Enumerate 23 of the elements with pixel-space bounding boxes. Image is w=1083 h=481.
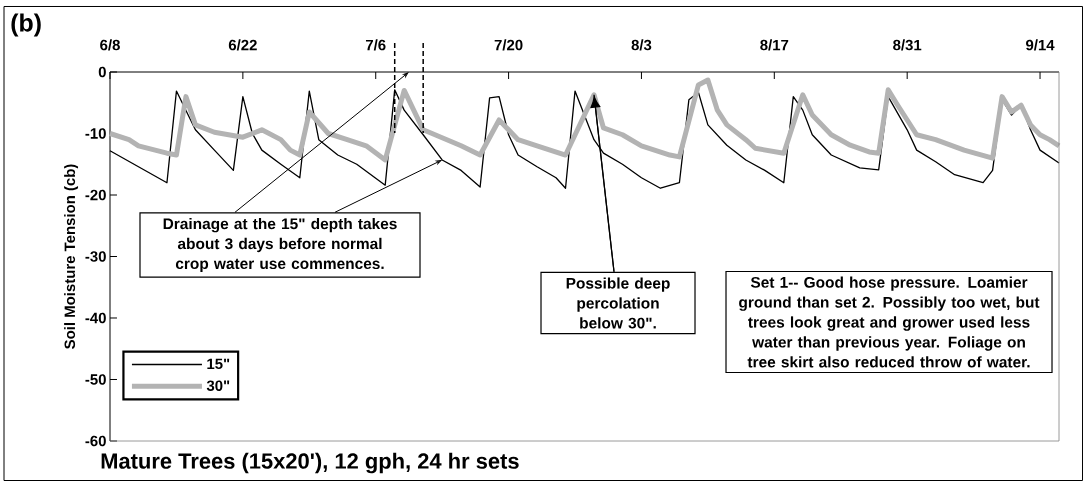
annotation: Set 1-- Good hose pressure. Loamier ground than set 2. Possibly too wet, but trees look great and grower used less water than previous year. Foliage on tree skirt also reduced throw of water. <box>739 276 1040 368</box>
legend-label: 15" <box>207 358 230 370</box>
x-tick-label: 8/3 <box>631 39 652 51</box>
y-tick-label: -30 <box>85 251 106 262</box>
annotation: Drainage at the 15" depth takes about 3 days before normal crop water use commences. <box>163 217 397 273</box>
y-tick-label: -50 <box>85 374 106 385</box>
x-tick-label: 7/6 <box>365 39 386 51</box>
y-tick-label: -20 <box>85 189 106 201</box>
x-tick-label: 9/14 <box>1026 39 1055 51</box>
text: (b) <box>11 13 41 37</box>
y-tick-label: -40 <box>85 312 106 324</box>
x-tick-label: 8/17 <box>760 39 789 51</box>
annotation: Possible deep percolation below 30". <box>566 277 670 329</box>
x-tick-label: 8/31 <box>893 39 922 51</box>
y-tick-label: 0 <box>98 66 106 78</box>
legend-label: 30" <box>206 380 230 391</box>
x-tick-label: 6/8 <box>100 39 120 51</box>
y-tick-label: -60 <box>85 435 106 447</box>
y-tick-label: -10 <box>85 128 106 139</box>
text: Mature Trees (15x20'), 12 gph, 24 hr sets <box>101 452 519 474</box>
x-tick-label: 7/20 <box>494 39 523 51</box>
x-tick-label: 6/22 <box>228 39 257 51</box>
y-axis-title: Soil Moisture Tension (cb) <box>64 164 79 349</box>
